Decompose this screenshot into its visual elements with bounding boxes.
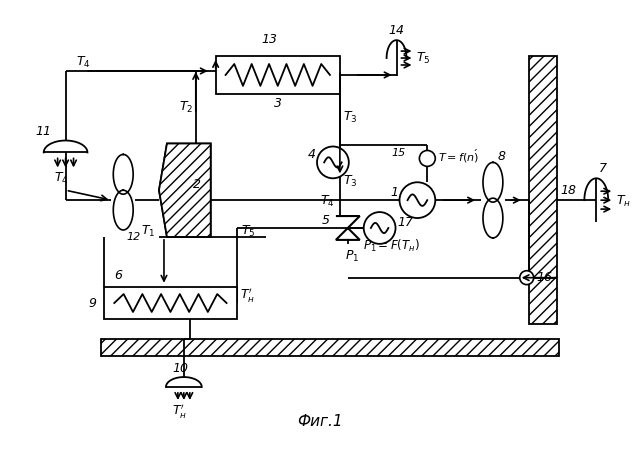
Polygon shape [336,216,360,240]
Bar [216,56,340,94]
Text: 11: 11 [36,124,52,137]
Polygon shape [159,144,211,237]
Text: $P_1=F(T_н)$: $P_1=F(T_н)$ [363,238,420,254]
Text: $T_2$: $T_2$ [179,100,193,115]
Text: $T_5$: $T_5$ [417,51,431,66]
Circle shape [317,146,349,178]
Text: $T_н'$: $T_н'$ [172,402,187,420]
Text: $T_3$: $T_3$ [343,174,357,189]
Circle shape [399,182,435,218]
Text: 7: 7 [599,163,607,175]
Text: $T_4$: $T_4$ [54,171,68,186]
Bar [101,339,559,356]
Text: 15: 15 [391,149,406,158]
Text: Фиг.1: Фиг.1 [297,414,343,429]
Text: 2: 2 [193,178,201,191]
Text: 9: 9 [88,296,97,309]
Text: $P_1$: $P_1$ [345,249,359,264]
Text: $T_3$: $T_3$ [343,110,357,125]
Polygon shape [483,163,503,202]
Text: $T_н$: $T_н$ [616,194,631,209]
Text: 14: 14 [388,24,404,37]
Text: 3: 3 [274,97,282,110]
Text: 12: 12 [126,232,140,242]
Text: 16: 16 [537,271,553,284]
Text: 8: 8 [498,150,506,163]
Bar [104,286,237,319]
Polygon shape [483,198,503,238]
Text: $T_1$: $T_1$ [141,224,156,239]
Polygon shape [113,190,133,230]
Text: $T_4$: $T_4$ [320,194,335,209]
Text: $T=f(n\')$: $T=f(n\')$ [438,148,479,165]
Text: 1: 1 [390,186,399,199]
Text: 10: 10 [172,362,188,375]
Text: $T_н'$: $T_н'$ [239,286,255,304]
Text: $T_5$: $T_5$ [241,224,256,239]
Text: 5: 5 [322,214,330,227]
Polygon shape [159,144,211,237]
Circle shape [419,150,435,167]
Circle shape [364,212,396,244]
Bar [529,56,557,324]
Text: 18: 18 [561,184,577,197]
Text: 6: 6 [115,269,122,282]
Text: 17: 17 [397,216,413,229]
Text: 4: 4 [308,149,316,161]
Text: 13: 13 [262,33,278,46]
Circle shape [520,271,534,285]
Polygon shape [113,154,133,194]
Text: $T_4$: $T_4$ [76,55,90,70]
